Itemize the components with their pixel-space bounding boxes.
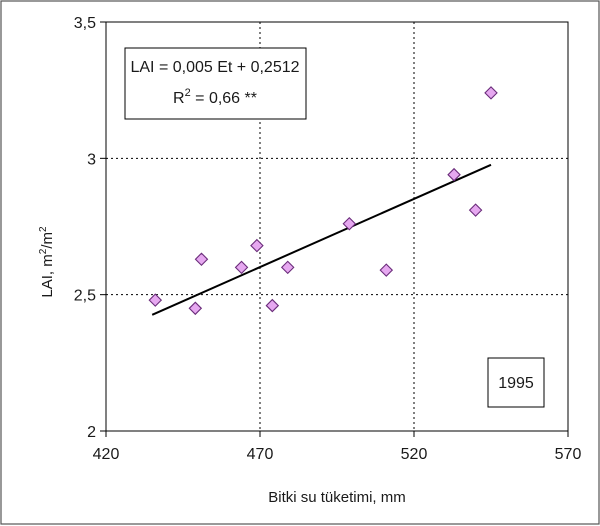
data-point	[148, 293, 163, 307]
data-point	[234, 260, 249, 275]
x-tick-label: 570	[555, 446, 582, 463]
data-points	[148, 86, 498, 316]
year-box	[487, 357, 545, 408]
x-axis-title: Bitki su tüketimi, mm	[268, 489, 406, 506]
data-point	[188, 301, 203, 316]
data-point	[447, 167, 461, 182]
y-axis-title-sup1: 2	[38, 248, 49, 254]
trendline	[151, 163, 492, 316]
data-point	[468, 203, 483, 217]
y-axis-title-sup2: 2	[38, 226, 49, 232]
data-point	[194, 252, 209, 266]
r-squared-value: = 0,66 **	[191, 90, 257, 107]
r-squared-text: R2 = 0,66 **	[173, 87, 257, 107]
y-tick-label: 3	[87, 151, 96, 168]
y-axis-title-mid: /m	[39, 232, 56, 249]
y-tick-label: 3,5	[74, 15, 96, 32]
data-point	[250, 238, 264, 253]
data-point	[280, 260, 295, 275]
gridlines	[106, 22, 568, 431]
y-tick-label: 2	[87, 424, 96, 441]
r-squared-prefix: R	[173, 90, 185, 107]
data-point	[265, 298, 280, 313]
x-tick-label: 520	[401, 446, 428, 463]
data-point	[342, 216, 357, 231]
y-tick-label: 2,5	[74, 288, 96, 305]
x-tick-label: 420	[93, 446, 120, 463]
year-label: 1995	[498, 375, 534, 392]
equation-box	[124, 47, 307, 120]
x-tick-label: 470	[247, 446, 274, 463]
y-axis-title-main: LAI, m	[39, 254, 56, 297]
data-point	[484, 86, 498, 100]
equation-text: LAI = 0,005 Et + 0,2512	[130, 59, 299, 76]
y-axis-ticks: 2 2,5 3 3,5	[74, 15, 106, 441]
data-point	[379, 263, 394, 277]
r-squared-superscript: 2	[185, 87, 191, 99]
y-axis-title: LAI, m2/m2	[38, 226, 56, 298]
x-axis-ticks: 420 470 520 570	[93, 431, 582, 463]
